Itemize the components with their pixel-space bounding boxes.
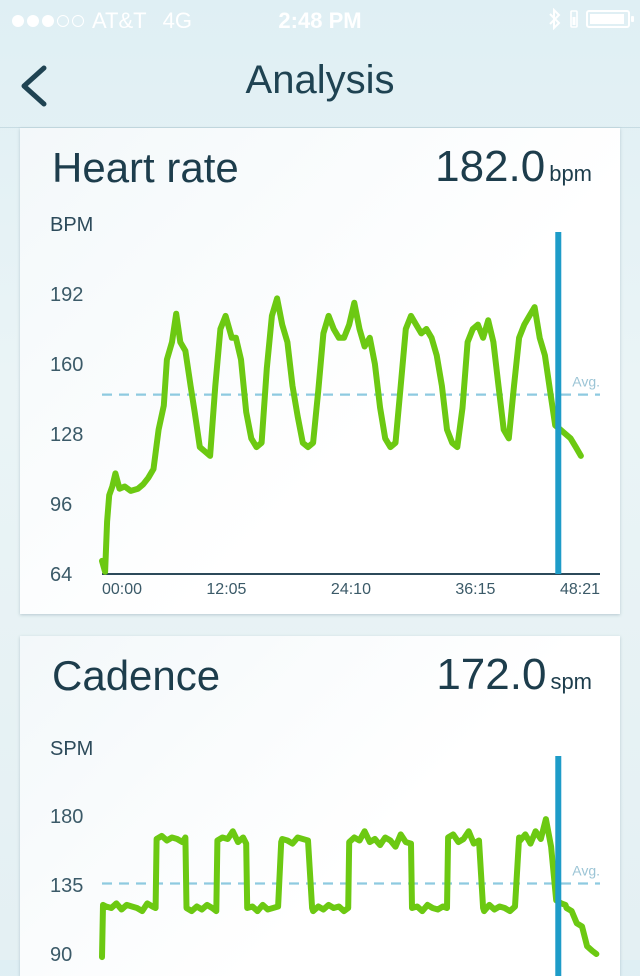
value-unit: spm: [550, 669, 592, 694]
y-tick-label: 64: [50, 564, 72, 586]
y-tick-label: 180: [50, 806, 83, 828]
battery-icon: [586, 10, 634, 28]
y-tick-label: 128: [50, 424, 83, 446]
y-tick-label: 96: [50, 494, 72, 516]
cadence-card[interactable]: Cadence 172.0 spm SPM 180 135 90 Avg.: [20, 636, 620, 976]
current-value: 182.0 bpm: [435, 142, 592, 192]
y-axis-label: BPM: [50, 214, 93, 236]
page-title: Analysis: [245, 58, 395, 102]
x-tick-label: 36:15: [455, 581, 495, 598]
y-tick-label: 160: [50, 354, 83, 376]
back-chevron-icon[interactable]: [14, 62, 54, 110]
y-tick-label: 192: [50, 284, 83, 306]
network-type: 4G: [162, 8, 192, 33]
status-bar: AT&T 4G 2:48 PM: [0, 0, 640, 40]
card-title: Heart rate: [52, 144, 239, 191]
x-tick-label: 24:10: [331, 581, 371, 598]
carrier-name: AT&T: [92, 8, 147, 33]
value-number: 182.0: [435, 142, 546, 191]
x-tick-label: 48:21: [560, 581, 600, 598]
y-tick-label: 90: [50, 944, 72, 966]
card-title: Cadence: [52, 652, 221, 699]
value-number: 172.0: [436, 650, 547, 699]
heart-rate-card[interactable]: Heart rate 182.0 bpm BPM 192 160 128 96 64 00:0…: [20, 128, 620, 614]
signal-strength-icon: [12, 15, 84, 27]
status-time: 2:48 PM: [278, 8, 362, 33]
y-tick-label: 135: [50, 875, 83, 897]
nav-divider: [0, 127, 640, 128]
cadence-chart[interactable]: SPM 180 135 90 Avg.: [20, 636, 620, 976]
value-unit: bpm: [549, 161, 592, 186]
series-line: [99, 295, 584, 575]
series-line: [99, 816, 600, 961]
bluetooth-icon: [549, 8, 561, 30]
x-tick-label: 00:00: [102, 581, 142, 598]
average-label: Avg.: [572, 862, 600, 878]
heart-rate-chart[interactable]: BPM 192 160 128 96 64 00:00 12:05 24:10 36:15 48:2…: [20, 128, 620, 614]
x-tick-label: 12:05: [206, 581, 246, 598]
navigation-bar: Analysis: [0, 40, 640, 128]
y-axis-label: SPM: [50, 738, 93, 760]
average-label: Avg.: [572, 374, 600, 390]
charging-icon: [570, 10, 578, 28]
current-value: 172.0 spm: [436, 650, 592, 700]
